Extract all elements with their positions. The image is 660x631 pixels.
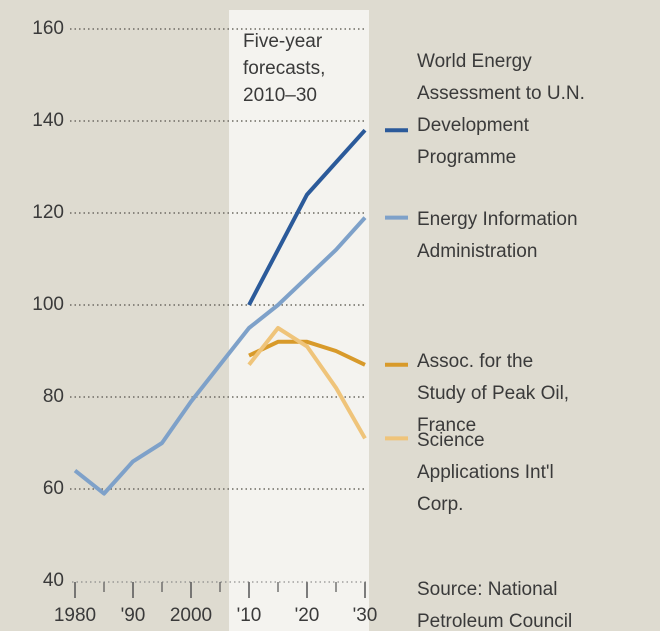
legend-label: Energy Information Administration <box>417 209 578 262</box>
x-tick-label: 1980 <box>54 605 96 626</box>
y-tick-label: 80 <box>43 386 64 407</box>
series-line <box>247 128 367 306</box>
y-tick-label: 160 <box>32 18 64 39</box>
x-tick-label: 2000 <box>170 605 212 626</box>
y-tick-label: 120 <box>32 202 64 223</box>
y-tick-label: 140 <box>32 110 64 131</box>
x-tick-label: '20 <box>295 605 320 626</box>
y-tick-label: 40 <box>43 570 64 591</box>
legend-label: World Energy Assessment to U.N. Developmen… <box>417 51 585 168</box>
y-tick-label: 60 <box>43 478 64 499</box>
legend-label: Assoc. for the Study of Peak Oil, France <box>417 351 569 436</box>
legend-label: Science Applications Int'l Corp. <box>417 430 554 515</box>
series-line <box>247 326 367 440</box>
forecast-label: Five-year forecasts, 2010–30 <box>243 31 325 106</box>
source-note: Source: National Petroleum Council <box>417 579 572 631</box>
y-tick-label: 100 <box>32 294 64 315</box>
x-tick-label: '90 <box>121 605 146 626</box>
x-tick-label: '30 <box>353 605 378 626</box>
x-tick-label: '10 <box>237 605 262 626</box>
series-line <box>248 339 366 367</box>
forecast-shade <box>229 10 369 631</box>
series-line <box>73 216 367 496</box>
